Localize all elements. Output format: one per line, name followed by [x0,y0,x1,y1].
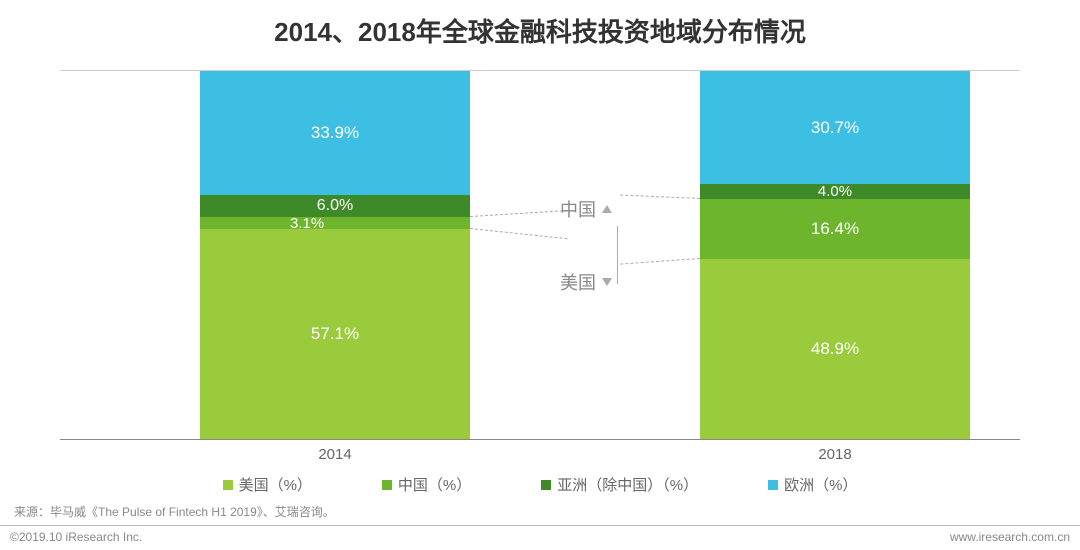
legend-label: 美国（%） [239,474,312,495]
source-prefix: 来源： [14,505,50,519]
connector-china-right [620,194,700,198]
swatch-icon [382,480,392,490]
connector-usa-right [620,258,700,265]
mid-label-china: 中国 [560,196,612,222]
seg-label: 30.7% [811,118,859,138]
swatch-icon [223,480,233,490]
seg-2018-europe: 30.7% [700,71,970,184]
legend-item-china: 中国（%） [382,474,471,495]
seg-2018-usa: 48.9% [700,259,970,439]
seg-2014-usa: 57.1% [200,229,470,439]
arrow-down-icon [602,278,612,286]
seg-label: 4.0% [818,183,852,200]
seg-2014-europe: 33.9% [200,71,470,195]
seg-2014-asia: 6.0% [200,195,470,217]
legend-label: 亚洲（除中国）（%） [557,474,698,495]
legend-label: 中国（%） [398,474,471,495]
source-text: 毕马威《The Pulse of Fintech H1 2019》、艾瑞咨询。 [50,505,335,519]
mid-label-usa: 美国 [560,269,612,295]
swatch-icon [768,480,778,490]
chart-card: 2014、2018年全球金融科技投资地域分布情况 57.1% 3.1% 6.0%… [0,0,1080,550]
mid-label-text: 中国 [560,196,596,222]
footer-copyright: ©2019.10 iResearch Inc. [10,530,142,544]
connector-usa-left [470,228,568,239]
bar-2014: 57.1% 3.1% 6.0% 33.9% [200,71,470,439]
seg-label: 6.0% [317,197,353,215]
connector-china-left [470,210,568,217]
legend: 美国（%） 中国（%） 亚洲（除中国）（%） 欧洲（%） [0,474,1080,495]
seg-2014-china: 3.1% [200,217,470,228]
seg-2018-asia: 4.0% [700,184,970,199]
source-line: 来源：毕马威《The Pulse of Fintech H1 2019》、艾瑞咨… [14,503,335,520]
footer: ©2019.10 iResearch Inc. www.iresearch.co… [0,525,1080,550]
x-label-2014: 2014 [200,446,470,463]
x-label-2018: 2018 [700,446,970,463]
mid-label-text: 美国 [560,269,596,295]
legend-item-usa: 美国（%） [223,474,312,495]
legend-label: 欧洲（%） [784,474,857,495]
seg-label: 16.4% [811,219,859,239]
bar-2018: 48.9% 16.4% 4.0% 30.7% [700,71,970,439]
arrow-up-icon [602,205,612,213]
mid-vline [617,226,618,284]
legend-item-europe: 欧洲（%） [768,474,857,495]
seg-2018-china: 16.4% [700,199,970,259]
x-axis: 2014 2018 [60,440,1020,465]
chart-title: 2014、2018年全球金融科技投资地域分布情况 [0,0,1080,49]
seg-label: 57.1% [311,324,359,344]
legend-item-asia: 亚洲（除中国）（%） [541,474,698,495]
seg-label: 33.9% [311,123,359,143]
plot-area: 57.1% 3.1% 6.0% 33.9% 48.9% 16.4% 4.0% [60,70,1020,440]
seg-label: 48.9% [811,339,859,359]
footer-url: www.iresearch.com.cn [950,530,1070,544]
swatch-icon [541,480,551,490]
